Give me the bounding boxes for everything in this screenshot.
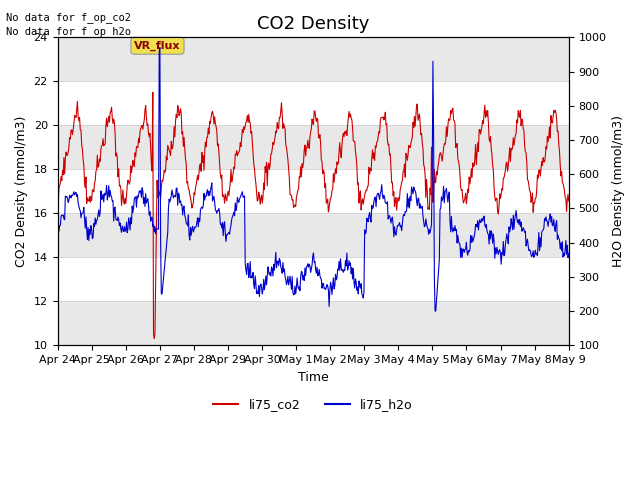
Legend: li75_co2, li75_h2o: li75_co2, li75_h2o [209, 393, 418, 416]
Y-axis label: CO2 Density (mmol/m3): CO2 Density (mmol/m3) [15, 116, 28, 267]
Bar [58, 301, 569, 345]
Bar [58, 169, 569, 213]
Title: CO2 Density: CO2 Density [257, 15, 369, 33]
Bar [58, 81, 569, 125]
Y-axis label: H2O Density (mmol/m3): H2O Density (mmol/m3) [612, 115, 625, 267]
Bar [58, 37, 569, 81]
Bar [58, 257, 569, 301]
Bar [58, 125, 569, 169]
Text: No data for f_op_co2: No data for f_op_co2 [6, 12, 131, 23]
Bar [58, 213, 569, 257]
Text: VR_flux: VR_flux [134, 41, 180, 51]
Text: No data for f_op_h2o: No data for f_op_h2o [6, 26, 131, 37]
X-axis label: Time: Time [298, 371, 328, 384]
